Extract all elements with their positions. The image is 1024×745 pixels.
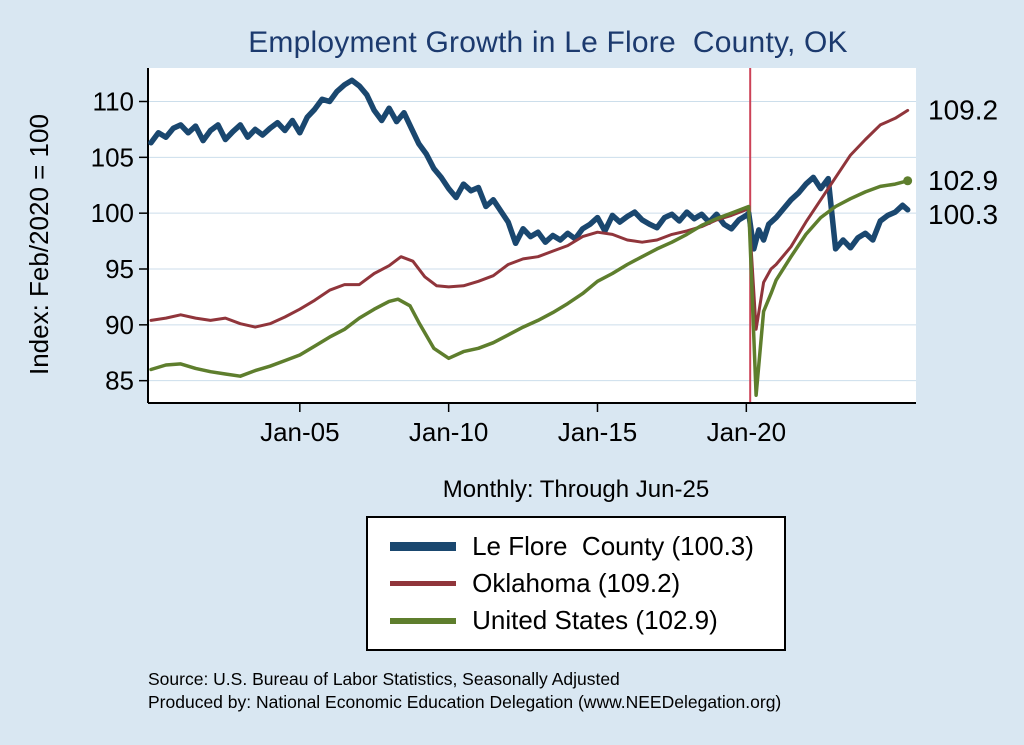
x-tick-label: Jan-20 bbox=[707, 417, 787, 447]
y-tick-label: 105 bbox=[91, 142, 134, 172]
legend-label: Oklahoma (109.2) bbox=[472, 568, 681, 598]
legend-item: Le Flore County (100.3) bbox=[390, 528, 754, 565]
plot-area: 85 90 95 100 105 110 Jan-05 Jan-10 Jan-15 Jan-20 1… bbox=[91, 68, 998, 447]
legend-item: United States (102.9) bbox=[390, 602, 754, 639]
legend-label: United States (102.9) bbox=[472, 605, 718, 635]
y-tick-label: 85 bbox=[105, 366, 134, 396]
chart-subtitle: Monthly: Through Jun-25 bbox=[442, 476, 710, 503]
end-value-label: 109.2 bbox=[928, 94, 998, 125]
series-line-le-flore-county bbox=[148, 77, 911, 252]
series-line-oklahoma bbox=[149, 108, 910, 331]
producer-line: Produced by: National Economic Education… bbox=[148, 692, 782, 712]
chart-title: Employment Growth in Le Flore County, OK bbox=[248, 26, 848, 59]
series-line-united-states bbox=[149, 179, 910, 397]
legend: Le Flore County (100.3) Oklahoma (109.2)… bbox=[366, 516, 786, 651]
legend-line-swatch-united-states bbox=[390, 617, 457, 624]
end-value-label: 100.3 bbox=[928, 199, 998, 230]
y-tick-label: 100 bbox=[91, 198, 134, 228]
legend-wrap: Le Flore County (100.3) Oklahoma (109.2)… bbox=[148, 516, 1004, 651]
legend-line-swatch-oklahoma bbox=[390, 581, 457, 586]
y-tick-label: 90 bbox=[105, 310, 134, 340]
source-line: Source: U.S. Bureau of Labor Statistics,… bbox=[148, 669, 620, 689]
x-tick-label: Jan-10 bbox=[409, 417, 489, 447]
source-note: Source: U.S. Bureau of Labor Statistics,… bbox=[148, 668, 781, 714]
legend-item: Oklahoma (109.2) bbox=[390, 565, 754, 602]
x-tick-label: Jan-15 bbox=[558, 417, 638, 447]
y-tick-label: 110 bbox=[93, 87, 134, 117]
y-tick-label: 95 bbox=[105, 254, 134, 284]
end-value-label: 102.9 bbox=[928, 165, 998, 196]
x-tick-label: Jan-05 bbox=[260, 417, 340, 447]
legend-label: Le Flore County (100.3) bbox=[472, 531, 754, 561]
legend-line-swatch-le-flore bbox=[390, 542, 457, 551]
series-end-marker bbox=[903, 176, 913, 186]
